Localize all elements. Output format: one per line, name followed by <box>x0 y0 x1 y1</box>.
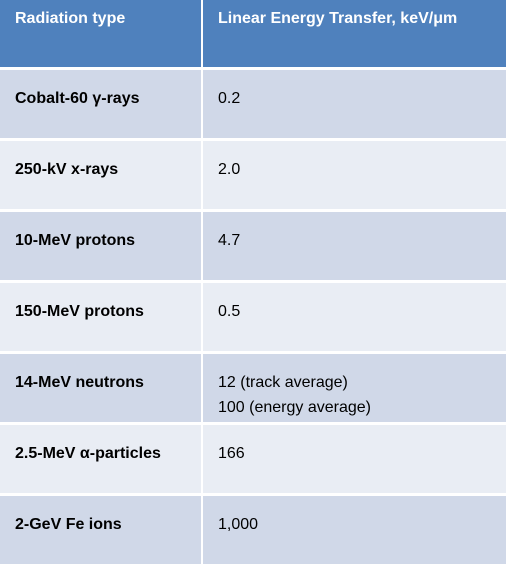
let-value-cell: 0.2 <box>201 70 506 141</box>
let-value: 0.5 <box>218 303 241 320</box>
let-value: 2.0 <box>218 161 241 178</box>
header-let: Linear Energy Transfer, keV/μm <box>201 0 506 70</box>
let-value-cell: 1,000 <box>201 496 506 567</box>
let-value: 4.7 <box>218 232 241 249</box>
radiation-type-cell: 150-MeV protons <box>0 283 201 354</box>
table-row: 14-MeV neutrons 12 (track average) 100 (… <box>0 354 506 425</box>
let-value: 166 <box>218 445 245 462</box>
header-row: Radiation type Linear Energy Transfer, k… <box>0 0 506 70</box>
let-value: 1,000 <box>218 516 259 533</box>
let-value: 100 (energy average) <box>218 399 371 416</box>
table-row: 2.5-MeV α-particles 166 <box>0 425 506 496</box>
radiation-type-cell: 250-kV x-rays <box>0 141 201 212</box>
table-row: 10-MeV protons 4.7 <box>0 212 506 283</box>
table-row: 2-GeV Fe ions 1,000 <box>0 496 506 567</box>
radiation-type-cell: Cobalt-60 γ-rays <box>0 70 201 141</box>
let-value: 12 (track average) <box>218 374 348 391</box>
radiation-type-cell: 2-GeV Fe ions <box>0 496 201 567</box>
let-value-cell: 2.0 <box>201 141 506 212</box>
let-value-cell: 0.5 <box>201 283 506 354</box>
table-row: 250-kV x-rays 2.0 <box>0 141 506 212</box>
let-value-cell: 166 <box>201 425 506 496</box>
table-row: 150-MeV protons 0.5 <box>0 283 506 354</box>
radiation-type-cell: 2.5-MeV α-particles <box>0 425 201 496</box>
radiation-type-cell: 14-MeV neutrons <box>0 354 201 425</box>
let-value: 0.2 <box>218 90 241 107</box>
radiation-type-cell: 10-MeV protons <box>0 212 201 283</box>
let-value-cell: 12 (track average) 100 (energy average) <box>201 354 506 425</box>
header-radiation-type: Radiation type <box>0 0 201 70</box>
let-value-cell: 4.7 <box>201 212 506 283</box>
table-row: Cobalt-60 γ-rays 0.2 <box>0 70 506 141</box>
